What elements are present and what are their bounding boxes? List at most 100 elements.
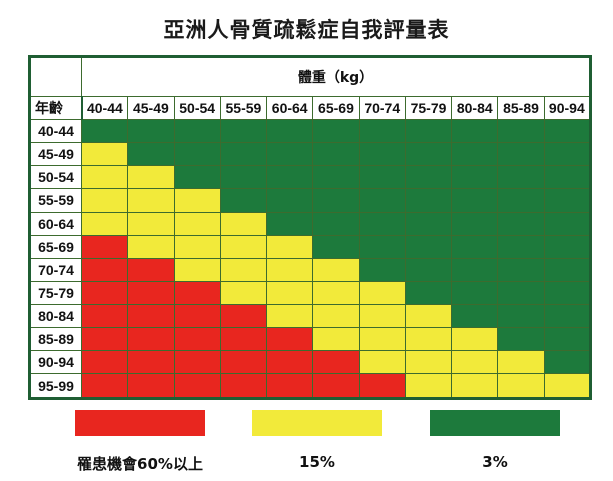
- risk-cell: [358, 142, 406, 167]
- risk-cell: [312, 303, 360, 329]
- risk-cell: [127, 188, 175, 213]
- risk-cell: [80, 257, 129, 282]
- risk-cell: [266, 350, 314, 375]
- table-row: 70-74: [29, 257, 592, 282]
- age-axis-label: 年齡: [29, 96, 83, 120]
- age-row-header: 90-94: [29, 350, 82, 375]
- weight-column-header: 90-94: [543, 96, 592, 120]
- risk-cell: [127, 327, 175, 352]
- risk-cell: [266, 118, 314, 144]
- risk-cell: [404, 142, 453, 167]
- risk-cell: [543, 118, 592, 144]
- weight-column-header: 70-74: [358, 96, 406, 120]
- risk-cell: [219, 234, 268, 259]
- table-row: 40-44: [29, 118, 592, 144]
- risk-cell: [358, 165, 406, 190]
- risk-cell: [404, 373, 453, 399]
- risk-cell: [80, 142, 129, 167]
- risk-cell: [497, 280, 545, 306]
- risk-cell: [404, 188, 453, 213]
- risk-cell: [219, 165, 268, 190]
- risk-cell: [358, 373, 406, 399]
- risk-cell: [80, 118, 129, 144]
- risk-cell: [219, 350, 268, 375]
- risk-cell: [219, 188, 268, 213]
- risk-cell: [312, 165, 360, 190]
- risk-cell: [497, 373, 545, 399]
- risk-cell: [219, 142, 268, 167]
- risk-cell: [358, 257, 406, 282]
- risk-cell: [173, 165, 221, 190]
- risk-cell: [80, 303, 129, 329]
- risk-cell: [173, 280, 221, 306]
- risk-cell: [543, 350, 592, 375]
- risk-cell: [543, 234, 592, 259]
- weight-column-header: 65-69: [312, 96, 360, 120]
- risk-cell: [127, 211, 175, 236]
- risk-cell: [127, 257, 175, 282]
- risk-cell: [497, 234, 545, 259]
- risk-cell: [127, 280, 175, 306]
- risk-cell: [173, 211, 221, 236]
- risk-cell: [404, 118, 453, 144]
- risk-cell: [80, 327, 129, 352]
- weight-column-header: 60-64: [266, 96, 314, 120]
- weight-axis-label: 體重（kg）: [81, 56, 591, 97]
- risk-cell: [358, 234, 406, 259]
- risk-cell: [451, 280, 499, 306]
- risk-cell: [451, 211, 499, 236]
- risk-cell: [266, 234, 314, 259]
- weight-column-header: 50-54: [173, 96, 221, 120]
- risk-cell: [312, 234, 360, 259]
- risk-cell: [80, 211, 129, 236]
- risk-cell: [127, 234, 175, 259]
- risk-cell: [80, 188, 129, 213]
- risk-cell: [404, 211, 453, 236]
- risk-cell: [358, 188, 406, 213]
- legend-item-high: 罹患機會60%以上: [75, 410, 205, 474]
- risk-cell: [404, 350, 453, 375]
- risk-cell: [497, 303, 545, 329]
- age-row-header: 50-54: [29, 165, 82, 190]
- table-row: 60-64: [29, 211, 592, 236]
- risk-cell: [266, 327, 314, 352]
- risk-cell: [127, 142, 175, 167]
- risk-cell: [497, 257, 545, 282]
- risk-cell: [358, 118, 406, 144]
- risk-cell: [451, 327, 499, 352]
- risk-cell: [358, 303, 406, 329]
- risk-cell: [219, 280, 268, 306]
- legend-item-medium: 15%: [252, 410, 382, 471]
- risk-cell: [497, 211, 545, 236]
- risk-cell: [451, 373, 499, 399]
- risk-cell: [451, 165, 499, 190]
- risk-cell: [312, 280, 360, 306]
- risk-cell: [266, 188, 314, 213]
- age-row-header: 40-44: [29, 118, 82, 144]
- risk-cell: [266, 303, 314, 329]
- risk-cell: [80, 280, 129, 306]
- risk-cell: [543, 188, 592, 213]
- risk-cell: [543, 373, 592, 399]
- age-row-header: 60-64: [29, 211, 82, 236]
- risk-cell: [543, 142, 592, 167]
- risk-cell: [312, 118, 360, 144]
- risk-cell: [173, 327, 221, 352]
- risk-cell: [127, 373, 175, 399]
- age-row-header: 85-89: [29, 327, 82, 352]
- risk-cell: [266, 142, 314, 167]
- weight-column-header: 75-79: [404, 96, 453, 120]
- risk-cell: [173, 188, 221, 213]
- risk-cell: [219, 211, 268, 236]
- risk-cell: [451, 257, 499, 282]
- risk-cell: [358, 211, 406, 236]
- risk-cell: [543, 211, 592, 236]
- risk-cell: [358, 327, 406, 352]
- table-row: 95-99: [29, 373, 592, 399]
- table-row: 90-94: [29, 350, 592, 375]
- risk-cell: [312, 188, 360, 213]
- risk-cell: [127, 165, 175, 190]
- risk-cell: [543, 165, 592, 190]
- risk-cell: [404, 327, 453, 352]
- risk-table: 體重（kg） 年齡 40-44 45-49 50-54 55-59 60-64 65-69…: [28, 55, 592, 400]
